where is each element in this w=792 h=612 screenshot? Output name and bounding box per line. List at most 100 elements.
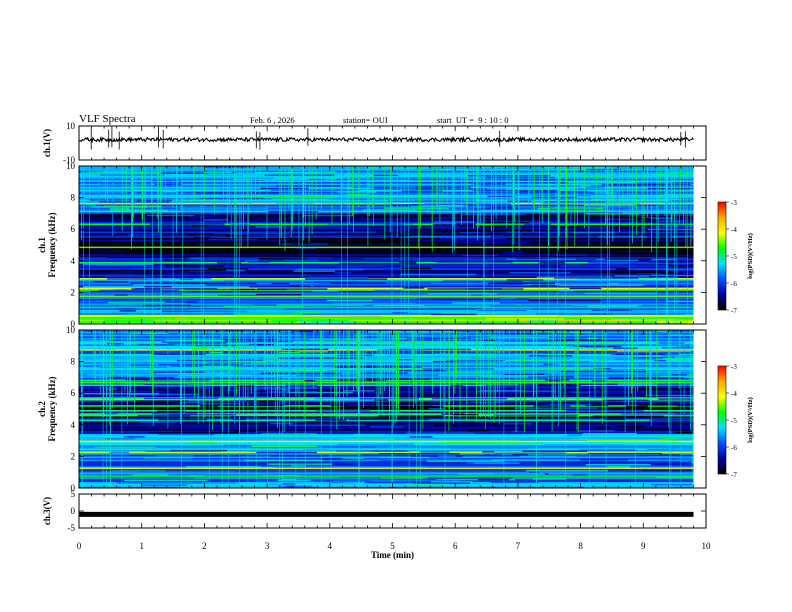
spectrogram-streak — [647, 228, 694, 231]
spectrogram-row — [79, 180, 694, 183]
spectrogram-streak — [182, 293, 256, 295]
spectrogram-streak — [512, 453, 528, 456]
spectrogram-streak — [691, 461, 694, 464]
spectrogram-streak — [135, 400, 188, 402]
spectrogram-streak — [685, 441, 694, 443]
x-tick-label: 0 — [77, 541, 82, 551]
ch2-spec-tick-label: 4 — [71, 420, 76, 430]
spectrogram-streak — [309, 339, 380, 341]
spectrogram-streak — [459, 225, 479, 227]
ch2-spec-axis-label: ch.2 — [37, 401, 47, 417]
spectrogram-row — [79, 198, 694, 200]
spectrogram-streak — [217, 262, 242, 264]
spectrogram-streak — [229, 429, 269, 431]
spectrogram-row — [79, 284, 694, 287]
spectrogram-streak — [249, 450, 292, 453]
spectrogram-streak — [617, 350, 691, 353]
spectrogram-streak — [446, 360, 505, 362]
spectrogram-streak — [485, 372, 536, 375]
spectrogram-streak — [379, 456, 430, 459]
spectrogram-streak — [262, 322, 345, 324]
spectrogram-streak — [294, 311, 321, 314]
spectrogram-streak — [178, 282, 257, 285]
spectrogram-streak — [357, 478, 443, 480]
spectrogram-streak — [529, 471, 540, 473]
spectrogram-streak — [410, 462, 446, 464]
spectrogram-streak — [336, 379, 387, 381]
spectrogram-row — [79, 458, 694, 460]
spectrogram-streak — [621, 413, 694, 415]
spectrogram-streak — [503, 251, 525, 253]
spectrogram-streak — [189, 309, 242, 311]
emission-line — [79, 475, 694, 477]
spectrogram-streak — [432, 398, 508, 400]
spectrogram-streak — [292, 243, 309, 245]
spectrogram-row — [79, 175, 694, 178]
spectrogram-streak — [299, 321, 358, 324]
spectrogram-row — [79, 212, 694, 215]
spectrogram-streak — [387, 265, 407, 267]
emission-line — [79, 315, 694, 317]
spectrogram-streak — [112, 240, 179, 242]
spectrogram-streak — [213, 232, 290, 235]
spectrogram-streak — [529, 355, 573, 357]
spectrogram-row — [79, 344, 694, 347]
spectrogram-streak — [87, 374, 153, 376]
spectrogram-streak — [366, 167, 430, 169]
spectrogram-streak — [141, 484, 188, 486]
spectrogram-streak — [483, 222, 530, 224]
spectrogram-streak — [605, 418, 626, 421]
colorbar-tick-label: -6 — [731, 444, 737, 452]
spectrogram-streak — [366, 226, 406, 228]
spectrogram-row — [79, 331, 694, 334]
spectrogram-streak — [579, 185, 591, 187]
x-tick-label: 5 — [390, 541, 395, 551]
spectrogram-row — [79, 279, 694, 282]
spectrogram-streak — [502, 205, 518, 207]
spectrogram-row — [79, 319, 694, 322]
spectrogram-streak — [475, 166, 510, 168]
spectrogram-row — [79, 410, 694, 412]
spectrogram-streak — [655, 260, 694, 262]
spectrogram-streak — [670, 235, 694, 238]
spectrogram-streak — [193, 455, 242, 457]
spectrogram-row — [79, 429, 694, 432]
spectrogram-streak — [110, 208, 130, 210]
spectrogram-streak — [667, 385, 694, 388]
spectrogram-row — [79, 486, 694, 488]
spectrogram-streak — [451, 400, 496, 402]
spectrogram-row — [79, 268, 694, 271]
spectrogram-streak — [281, 348, 329, 350]
spectrogram-streak — [632, 357, 674, 359]
spectrogram-streak — [271, 282, 290, 285]
spectrogram-streak — [96, 411, 137, 413]
spectrogram-row — [79, 265, 694, 268]
spectrogram-streak — [401, 407, 452, 410]
spectrogram-streak — [257, 220, 346, 222]
emission-line — [79, 467, 694, 469]
spectrogram-streak — [276, 203, 314, 205]
spectrogram-streak — [529, 331, 593, 333]
spectrogram-streak — [680, 460, 694, 463]
spectrogram-streak — [586, 168, 621, 171]
x-tick-label: 6 — [453, 541, 458, 551]
spectrogram-streak — [456, 242, 530, 244]
spectrogram-streak — [643, 284, 675, 287]
spectrogram-streak — [89, 199, 151, 201]
spectrogram-streak — [81, 245, 100, 248]
spectrogram-streak — [413, 482, 471, 484]
spectrogram-streak — [412, 457, 463, 459]
spectrogram-streak — [161, 310, 236, 313]
spectrogram-row — [79, 274, 694, 277]
spectrogram-streak — [473, 462, 520, 464]
spectrogram-streak — [435, 479, 516, 481]
spectrogram-streak — [345, 175, 379, 177]
spectrogram-streak — [357, 417, 424, 419]
spectrogram-streak — [537, 207, 604, 210]
spectrogram-streak — [280, 258, 359, 261]
spectrogram-streak — [238, 482, 283, 485]
spectrogram-streak — [558, 284, 647, 286]
spectrogram-row — [79, 260, 694, 263]
emission-line — [79, 382, 694, 384]
spectrogram-streak — [675, 457, 694, 459]
